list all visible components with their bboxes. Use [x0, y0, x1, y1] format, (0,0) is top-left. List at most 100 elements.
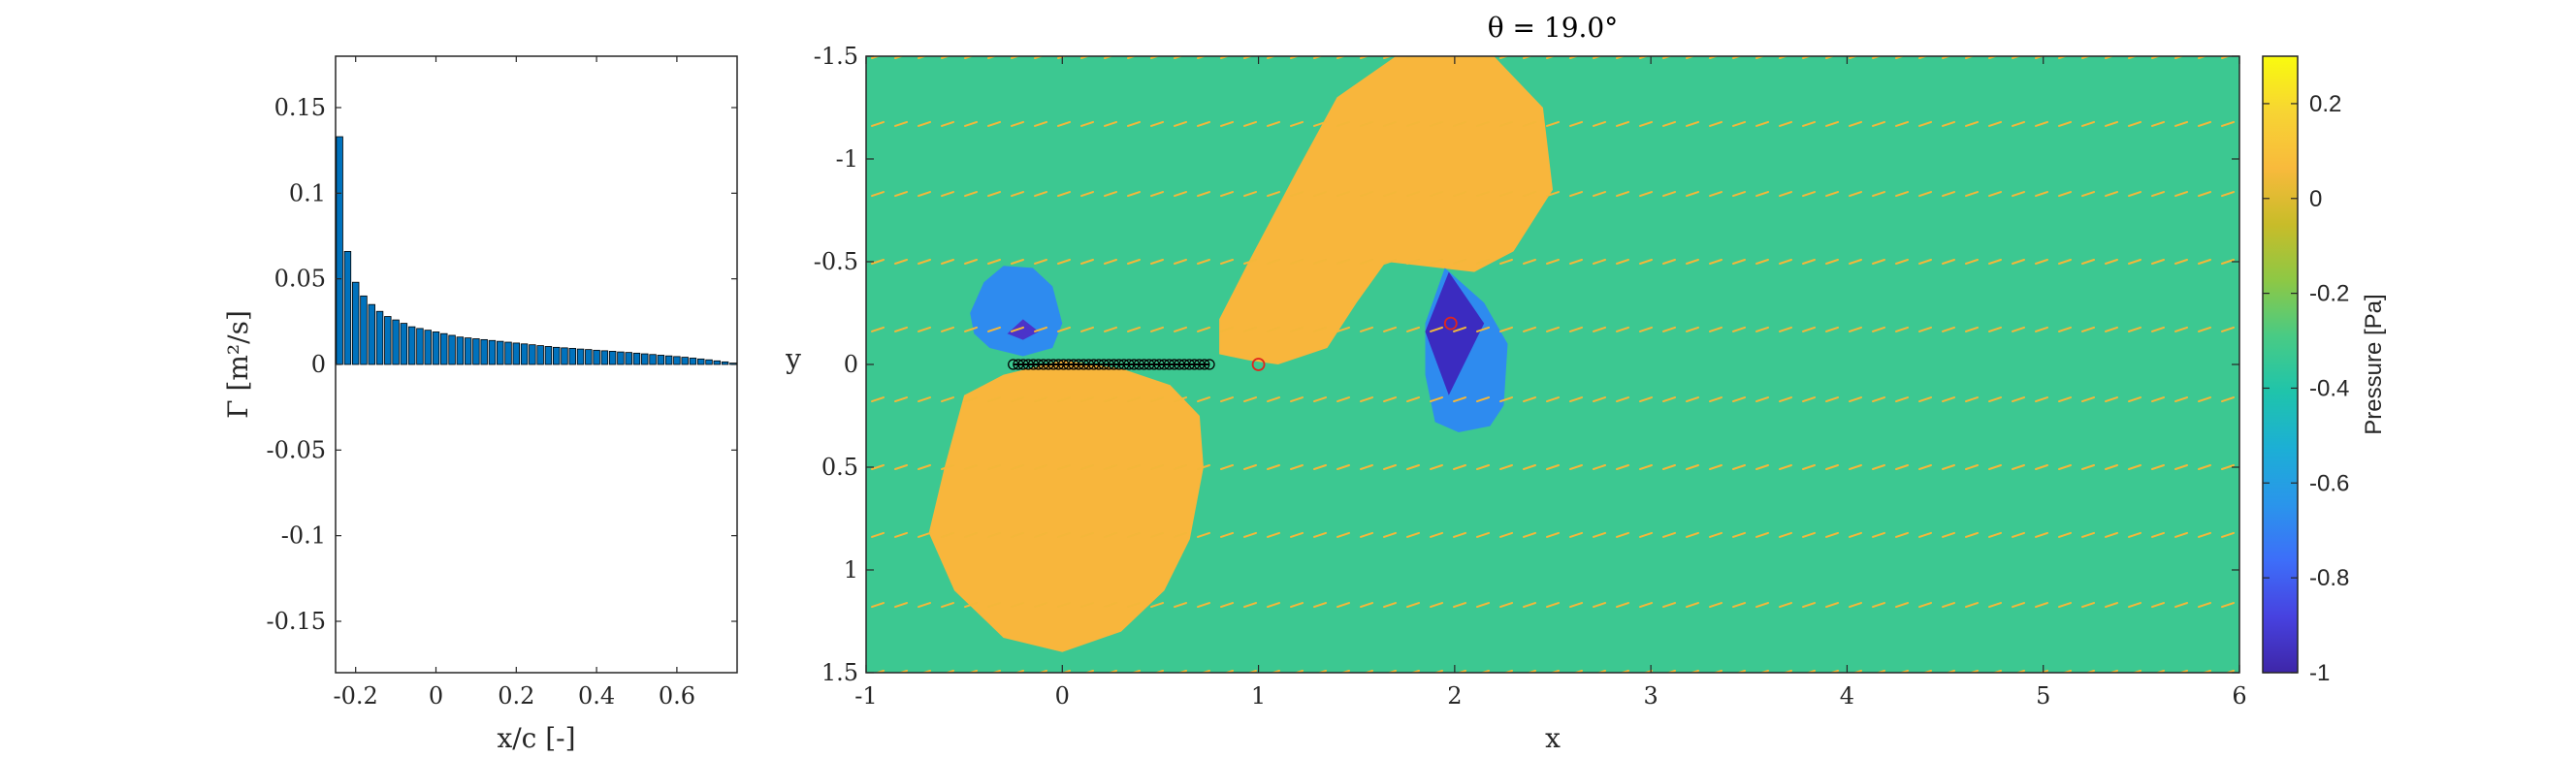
streamline-arrow	[987, 120, 1001, 127]
colorbar-tick-label: -0.8	[2309, 565, 2349, 591]
streamline-arrow	[1150, 531, 1164, 538]
streamline-arrow	[1127, 396, 1141, 403]
streamline-arrow	[1290, 120, 1304, 127]
streamline-arrow	[1918, 120, 1932, 127]
streamline-arrow	[1546, 464, 1560, 470]
streamline-arrow	[941, 602, 954, 609]
streamline-arrow	[1828, 670, 1839, 673]
streamline-arrow	[1593, 531, 1606, 538]
pressure-regions	[928, 56, 1553, 652]
streamline-arrow	[1453, 326, 1466, 332]
streamline-arrow	[1034, 120, 1047, 127]
streamline-arrow	[1872, 326, 1885, 332]
pressure-colorbar: 0.2 0 -0.2 -0.4 -0.6 -0.8 -1 Pressure [Pa]	[2262, 55, 2387, 686]
streamline-arrow	[1895, 56, 1906, 59]
streamline-arrow	[1732, 56, 1743, 59]
streamline-arrow	[2177, 670, 2188, 673]
colorbar-tick-label: -0.4	[2309, 375, 2349, 401]
x-tick-label: 3	[1644, 682, 1658, 710]
streamline-arrow	[1686, 531, 1699, 538]
streamline-arrow	[1732, 259, 1746, 265]
streamline-arrow	[1197, 56, 1208, 59]
streamline-arrow	[1942, 120, 1955, 127]
streamline-arrow	[1825, 56, 1836, 59]
streamline-arrow	[1197, 120, 1210, 127]
streamline-arrow	[1616, 259, 1629, 265]
streamline-arrow	[1243, 120, 1257, 127]
streamline-arrow	[2151, 259, 2165, 265]
streamline-arrow	[987, 259, 1001, 265]
streamline-arrow	[1639, 531, 1653, 538]
streamline-arrow	[1546, 120, 1560, 127]
streamline-arrow	[1057, 531, 1071, 538]
streamline-arrow	[1313, 531, 1327, 538]
streamline-arrow	[1336, 326, 1350, 332]
streamline-arrow	[1430, 396, 1443, 403]
y-tick-label: 0.05	[274, 266, 326, 293]
bar	[721, 361, 729, 365]
streamline-arrow	[1593, 191, 1606, 198]
streamline-arrow	[964, 464, 978, 470]
streamline-arrow	[2198, 602, 2211, 609]
bar	[697, 358, 705, 365]
streamline-arrow	[1267, 396, 1280, 403]
streamline-arrow	[1104, 259, 1117, 265]
streamline-arrow	[2128, 464, 2141, 470]
streamline-arrow	[2128, 396, 2141, 403]
bar	[673, 356, 681, 365]
streamline-arrow	[1453, 602, 1466, 609]
streamline-arrow	[2035, 259, 2048, 265]
streamline-arrow	[2151, 396, 2165, 403]
streamline-arrow	[1220, 191, 1234, 198]
streamline-arrow	[1453, 259, 1466, 265]
x-tick-label: 0.4	[578, 682, 615, 710]
streamline-arrow	[1593, 464, 1606, 470]
streamline-arrow	[964, 396, 978, 403]
streamline-arrow	[1712, 670, 1723, 673]
x-tick-label: 1	[1251, 682, 1266, 710]
streamline-arrow	[1243, 326, 1257, 332]
streamline-arrow	[1523, 602, 1536, 609]
streamline-arrow	[1825, 120, 1839, 127]
streamline-arrow	[1852, 670, 1862, 673]
streamline-arrow	[918, 464, 931, 470]
streamline-arrow	[2221, 602, 2235, 609]
streamline-arrow	[1034, 464, 1047, 470]
streamline-arrow	[1872, 531, 1885, 538]
streamline-arrow	[1499, 191, 1513, 198]
streamline-arrow	[1406, 326, 1420, 332]
streamline-arrow	[1104, 396, 1117, 403]
streamline-arrow	[1802, 120, 1816, 127]
streamline-arrow	[1825, 602, 1839, 609]
streamline-arrow	[1176, 670, 1187, 673]
streamline-arrow	[1569, 120, 1583, 127]
streamline-arrow	[1755, 191, 1769, 198]
streamline-arrow	[871, 531, 885, 538]
streamline-arrow	[1895, 326, 1909, 332]
streamline-arrow	[1662, 191, 1676, 198]
streamline-arrow	[1200, 670, 1210, 673]
streamline-arrow	[1779, 464, 1792, 470]
streamline-arrow	[1034, 531, 1047, 538]
streamline-arrow	[1825, 531, 1839, 538]
streamline-arrow	[1360, 56, 1370, 59]
streamline-arrow	[2151, 531, 2165, 538]
streamline-arrow	[2224, 670, 2235, 673]
bar	[641, 353, 649, 365]
bar	[464, 337, 472, 365]
streamline-arrow	[1406, 531, 1420, 538]
streamline-arrow	[1709, 56, 1720, 59]
streamline-arrow	[1316, 670, 1327, 673]
bar	[472, 338, 480, 365]
streamline-arrow	[1642, 670, 1653, 673]
streamline-arrow	[1406, 259, 1420, 265]
streamline-arrow	[1336, 602, 1350, 609]
streamline-arrow	[2012, 191, 2025, 198]
streamline-arrow	[1918, 602, 1932, 609]
streamline-arrow	[1988, 56, 1999, 59]
streamline-arrow	[894, 56, 905, 59]
streamline-arrow	[1313, 464, 1327, 470]
streamline-arrow	[1546, 191, 1560, 198]
streamline-arrow	[1895, 191, 1909, 198]
x-tick-label: -1	[854, 682, 877, 710]
